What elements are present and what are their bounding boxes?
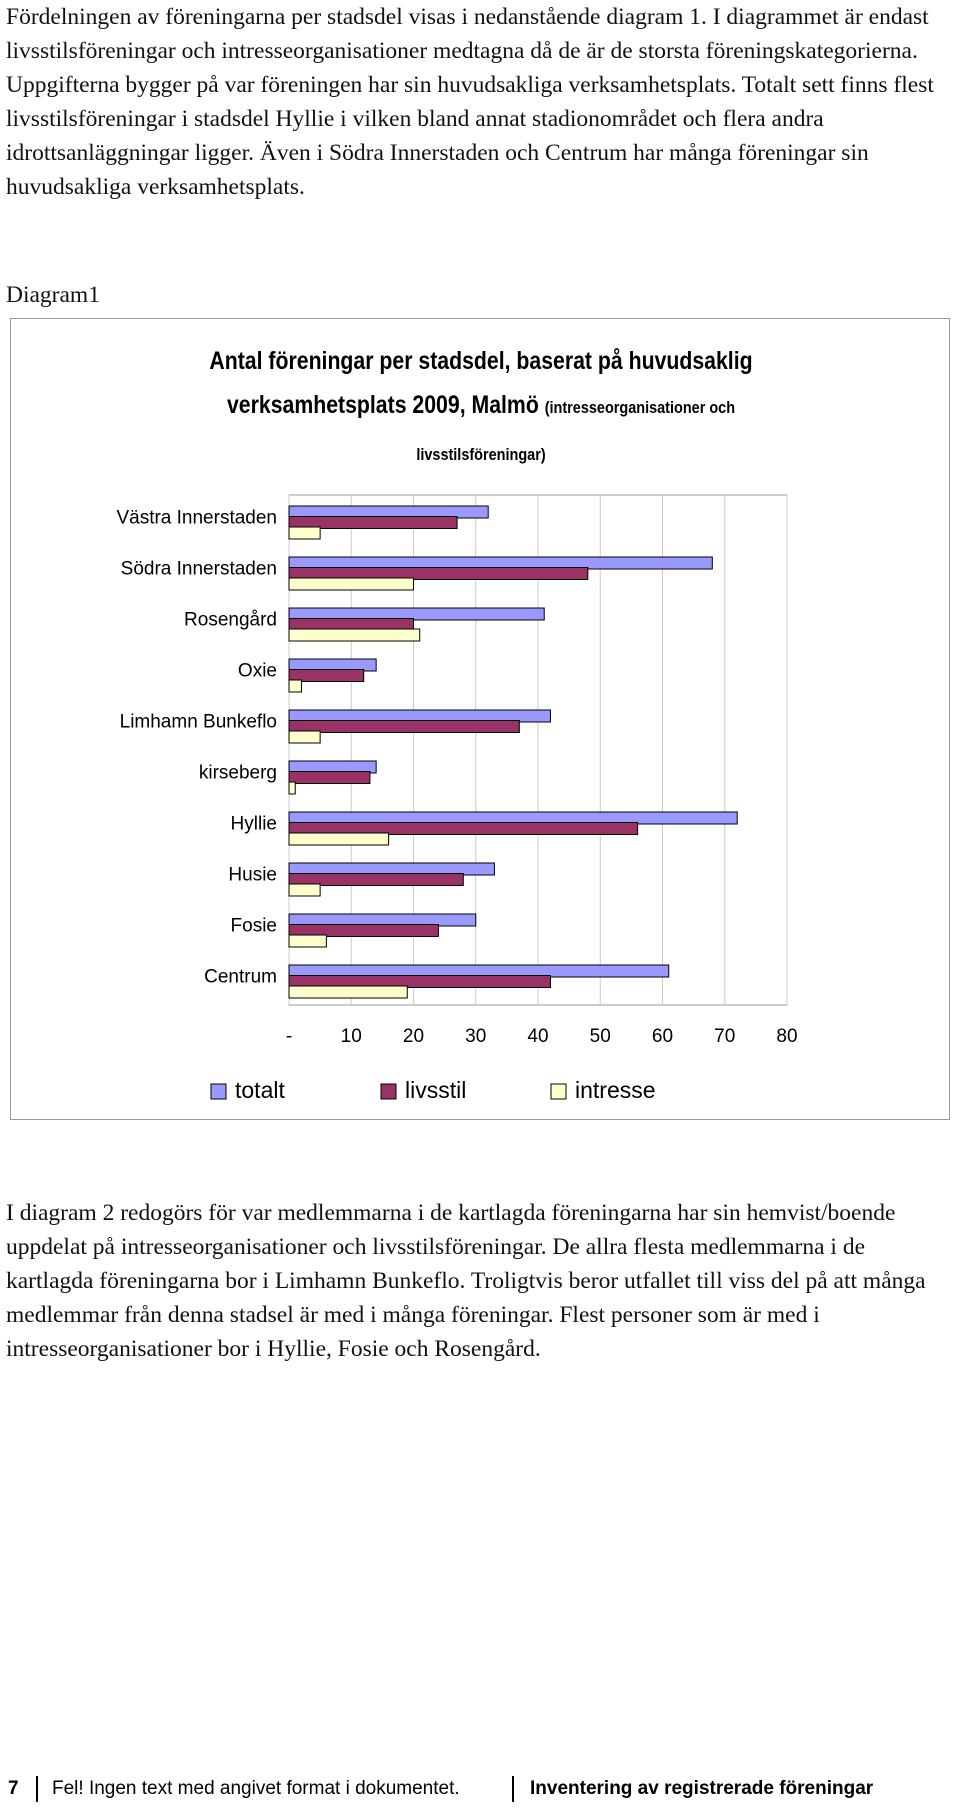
bar [288, 832, 390, 846]
y-tick-label: Fosie [231, 916, 277, 937]
footer-left: Fel! Ingen text med angivet format i dok… [52, 1778, 460, 1799]
separator [512, 1776, 514, 1802]
x-tick-label: 50 [590, 1026, 611, 1047]
y-tick-label: Limhamn Bunkeflo [120, 712, 277, 733]
footer-right: Inventering av registrerade föreningar [530, 1778, 874, 1799]
bar [288, 883, 321, 897]
x-tick-label: 20 [403, 1026, 424, 1047]
bar [288, 771, 371, 784]
bar [288, 934, 327, 948]
legend-label: intresse [575, 1077, 656, 1103]
chart-plot: - 10 20 30 40 50 60 70 80 Västra Innerstaden Södra… [116, 494, 798, 1103]
paragraph: I diagram 2 redogörs för var medlemmarna… [6, 1200, 926, 1362]
legend-swatch [550, 1083, 567, 1100]
x-tick-label: - [286, 1026, 292, 1047]
bar [288, 985, 408, 999]
bar [288, 516, 458, 529]
bar [288, 873, 464, 886]
separator [36, 1776, 38, 1802]
bar [288, 781, 296, 795]
diagram-label: Diagram1 [6, 282, 100, 308]
bar [288, 720, 520, 733]
bar [288, 607, 545, 621]
bar [288, 669, 365, 682]
chart-title: Antal föreningar per stadsdel, baserat p… [209, 347, 753, 419]
chart: Antal föreningar per stadsdel, baserat p… [10, 318, 950, 1120]
x-tick-label: 40 [527, 1026, 548, 1047]
legend-label: totalt [235, 1077, 285, 1103]
x-tick-label: 30 [465, 1026, 486, 1047]
bar [288, 628, 421, 642]
bar [288, 730, 321, 744]
x-tick-label: 10 [341, 1026, 362, 1047]
legend-swatch [210, 1083, 227, 1100]
legend-swatch [380, 1083, 397, 1100]
bar [288, 822, 639, 835]
x-tick-label: 80 [776, 1026, 797, 1047]
bar [288, 679, 302, 693]
bar [288, 577, 414, 591]
legend-label: livsstil [405, 1077, 466, 1103]
y-tick-label: Rosengård [184, 610, 277, 631]
chart-subtitle: (intresseorganisationer och livsstilsför… [416, 398, 736, 464]
bar [288, 924, 439, 937]
y-tick-label: Husie [228, 865, 277, 886]
y-tick-label: Centrum [204, 967, 277, 988]
x-tick-label: 70 [714, 1026, 735, 1047]
y-tick-label: Hyllie [231, 814, 277, 835]
x-tick-label: 60 [652, 1026, 673, 1047]
bar [288, 567, 589, 580]
chart-title-block: Antal föreningar per stadsdel, baserat p… [209, 339, 753, 477]
bar [288, 526, 321, 540]
y-tick-label: kirseberg [199, 763, 277, 784]
page-number: 7 [8, 1778, 19, 1799]
y-tick-label: Södra Innerstaden [121, 559, 277, 580]
y-tick-label: Västra Innerstaden [116, 508, 277, 529]
paragraph: Fördelningen av föreningarna per stadsde… [6, 4, 934, 200]
bar [288, 975, 551, 988]
y-tick-label: Oxie [238, 661, 277, 682]
